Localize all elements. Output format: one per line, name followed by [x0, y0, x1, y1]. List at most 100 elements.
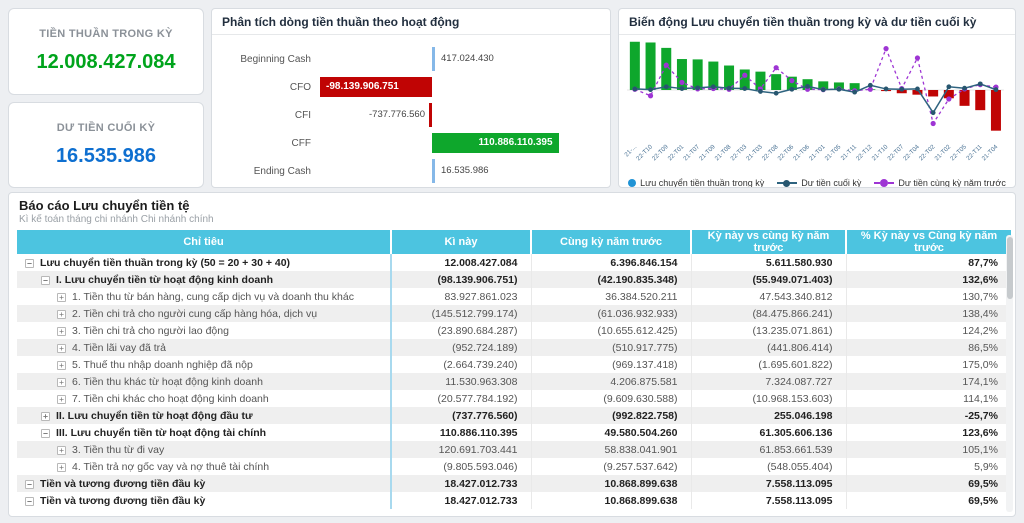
expand-icon[interactable]: +: [57, 309, 66, 319]
collapse-icon[interactable]: −: [25, 258, 34, 268]
ending-balance-point[interactable]: [663, 84, 669, 90]
combo-bar[interactable]: [692, 59, 703, 90]
col-header-prior-year[interactable]: Cùng kỳ năm trước: [531, 230, 692, 254]
col-header-indicator[interactable]: Chỉ tiêu: [17, 230, 392, 254]
combo-bar[interactable]: [849, 83, 860, 90]
prior-year-balance-point[interactable]: [883, 46, 889, 52]
table-row[interactable]: − I. Lưu chuyển tiền từ hoạt động kinh do…: [17, 271, 1011, 288]
prior-year-balance-point[interactable]: [867, 86, 873, 92]
ending-balance-point[interactable]: [930, 110, 936, 116]
prior-year-balance-point[interactable]: [914, 55, 921, 61]
ending-balance-point[interactable]: [899, 86, 905, 92]
combo-bar[interactable]: [708, 61, 719, 90]
collapse-icon[interactable]: −: [41, 275, 50, 285]
ending-balance-point[interactable]: [726, 85, 732, 91]
table-row[interactable]: +3. Tiền thu từ đi vay 120.691.703.441 58.…: [17, 441, 1011, 458]
col-header-current-period[interactable]: Kì này: [391, 230, 532, 254]
expand-icon[interactable]: +: [41, 411, 50, 421]
prior-year-balance-point[interactable]: [742, 72, 748, 78]
collapse-icon[interactable]: −: [25, 496, 34, 506]
ending-balance-point[interactable]: [773, 90, 779, 96]
legend-item-prior-year-balance[interactable]: Dư tiền cùng kỳ năm trước: [874, 178, 1006, 187]
waterfall-bar-positive[interactable]: [432, 133, 559, 153]
table-row[interactable]: +6. Tiền thu khác từ hoạt động kinh doan…: [17, 373, 1011, 390]
combo-bar[interactable]: [724, 65, 735, 90]
combo-bar[interactable]: [755, 71, 766, 90]
waterfall-tick[interactable]: [432, 47, 435, 71]
prior-year-balance-point[interactable]: [930, 120, 936, 127]
combo-bar[interactable]: [771, 74, 782, 90]
ending-balance-point[interactable]: [993, 87, 999, 93]
ending-balance-point[interactable]: [852, 89, 858, 95]
table-row[interactable]: +2. Tiền chi trả cho người cung cấp hàng…: [17, 305, 1011, 322]
prior-year-balance-point[interactable]: [789, 78, 795, 84]
ending-balance-point[interactable]: [836, 86, 842, 92]
table-row[interactable]: − Tiền và tương đương tiền đầu kỳ 18.427.0…: [17, 475, 1011, 492]
ending-balance-point[interactable]: [710, 84, 716, 90]
expand-icon[interactable]: +: [57, 292, 66, 302]
table-row[interactable]: − Lưu chuyển tiền thuần trong kỳ (50 = 20…: [17, 254, 1011, 271]
combo-bar[interactable]: [645, 42, 656, 90]
ending-balance-point[interactable]: [789, 86, 795, 92]
table-row[interactable]: +4. Tiền trả nợ gốc vay và nợ thuê tài c…: [17, 458, 1011, 475]
waterfall-bar-negative[interactable]: [320, 77, 432, 97]
prior-year-balance-point[interactable]: [946, 96, 952, 102]
ending-balance-point[interactable]: [977, 81, 983, 87]
ending-balance-point[interactable]: [695, 85, 701, 91]
col-header-pct[interactable]: % Kỳ này vs Cùng kỳ năm trước: [846, 230, 1011, 254]
expand-icon[interactable]: +: [57, 394, 66, 404]
waterfall-rows[interactable]: Beginning Cash 417.024.430 CFO -98.139.906.…: [212, 35, 610, 187]
combo-bar[interactable]: [739, 69, 750, 90]
table-row[interactable]: − III. Lưu chuyển tiền từ hoạt động tài c…: [17, 424, 1011, 441]
table-row[interactable]: +4. Tiền lãi vay đã trả (952.724.189) (510…: [17, 339, 1011, 356]
combo-bar[interactable]: [975, 90, 986, 111]
table-row[interactable]: + II. Lưu chuyển tiền từ hoạt động đầu tư…: [17, 407, 1011, 424]
table-row[interactable]: +5. Thuế thu nhập doanh nghiệp đã nộp (2.…: [17, 356, 1011, 373]
ending-balance-point[interactable]: [915, 86, 920, 92]
legend-item-net-cashflow[interactable]: Lưu chuyển tiền thuần trong kỳ: [628, 178, 764, 187]
prior-year-balance-point[interactable]: [647, 93, 654, 99]
prior-year-balance-point[interactable]: [773, 65, 779, 71]
combo-bar[interactable]: [928, 90, 939, 97]
table-row[interactable]: +3. Tiền chi trả cho người lao động (23.8…: [17, 322, 1011, 339]
prior-year-balance-point[interactable]: [663, 62, 669, 68]
combo-bar[interactable]: [943, 90, 954, 99]
legend-item-ending-balance[interactable]: Dư tiền cuối kỳ: [777, 178, 861, 187]
ending-balance-point[interactable]: [632, 86, 638, 92]
table-row[interactable]: +1. Tiền thu từ bán hàng, cung cấp dịch …: [17, 288, 1011, 305]
table-scrollbar[interactable]: [1006, 235, 1013, 512]
combo-bar[interactable]: [786, 76, 797, 90]
expand-icon[interactable]: +: [57, 462, 66, 472]
combo-bar[interactable]: [818, 81, 829, 90]
collapse-icon[interactable]: −: [25, 479, 34, 489]
ending-balance-point[interactable]: [758, 89, 763, 94]
ending-balance-point[interactable]: [679, 86, 685, 91]
prior-year-balance-point[interactable]: [679, 79, 685, 86]
combo-chart-plot[interactable]: 21-...22-T1022-T0922-T0121-T0721-T0921-T…: [619, 35, 1008, 170]
combo-bar[interactable]: [990, 90, 1001, 131]
expand-icon[interactable]: +: [57, 377, 66, 387]
ending-balance-point[interactable]: [962, 85, 967, 91]
table-row[interactable]: − Tiền và tương đương tiền đầu kỳ 18.427.0…: [17, 492, 1011, 509]
ending-balance-point[interactable]: [946, 84, 952, 90]
table-scrollbar-thumb[interactable]: [1006, 237, 1013, 299]
expand-icon[interactable]: +: [57, 343, 66, 353]
combo-bar[interactable]: [833, 82, 844, 90]
expand-icon[interactable]: +: [57, 326, 66, 336]
table-row[interactable]: +7. Tiền chi khác cho hoạt động kinh doa…: [17, 390, 1011, 407]
combo-bar[interactable]: [912, 90, 923, 95]
ending-balance-point[interactable]: [820, 87, 826, 93]
ending-balance-line[interactable]: [634, 83, 997, 115]
expand-icon[interactable]: +: [57, 445, 66, 455]
ending-balance-point[interactable]: [883, 86, 889, 92]
collapse-icon[interactable]: −: [41, 428, 50, 438]
combo-bar[interactable]: [959, 90, 970, 106]
col-header-diff[interactable]: Kỳ này vs cùng kỳ năm trước: [691, 230, 847, 254]
ending-balance-point[interactable]: [867, 82, 873, 88]
waterfall-tick[interactable]: [432, 159, 435, 183]
ending-balance-point[interactable]: [742, 86, 748, 91]
combo-bar[interactable]: [661, 47, 672, 90]
waterfall-tick[interactable]: [429, 103, 432, 127]
ending-balance-point[interactable]: [648, 87, 653, 93]
prior-year-balance-line[interactable]: [634, 46, 997, 126]
